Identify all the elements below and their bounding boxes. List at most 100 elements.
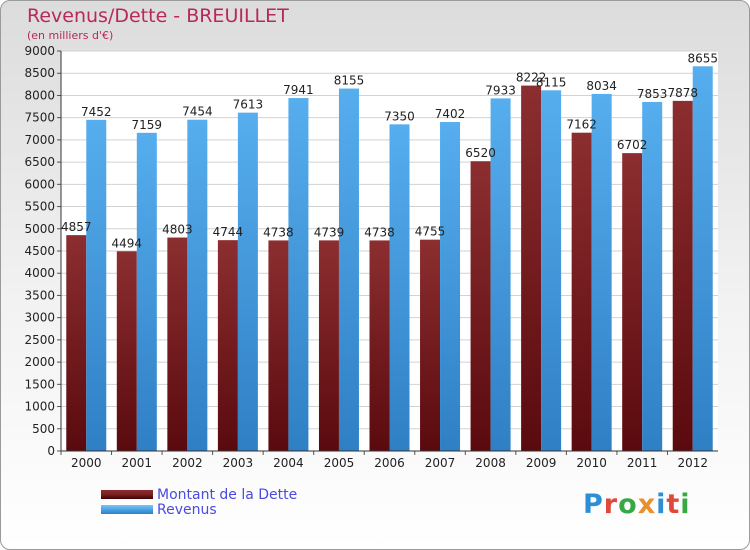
x-tick-label: 2012 (677, 456, 708, 470)
data-label-dette: 4744 (213, 225, 244, 239)
bar-dette (217, 240, 238, 451)
bar-dette (167, 237, 188, 451)
x-tick-label: 2003 (223, 456, 254, 470)
y-tick-label: 9000 (24, 44, 55, 58)
data-label-revenus: 8034 (586, 79, 617, 93)
bar-dette (268, 240, 289, 451)
bar-dette (571, 132, 592, 451)
legend-item-revenus: Revenus (101, 501, 297, 518)
bar-dette (116, 251, 137, 451)
x-tick-label: 2002 (172, 456, 203, 470)
legend-swatch-dette (101, 490, 153, 499)
bar-dette (318, 240, 339, 451)
x-tick-label: 2004 (273, 456, 304, 470)
legend-label-dette: Montant de la Dette (157, 486, 298, 503)
legend-item-dette: Montant de la Dette (101, 486, 298, 503)
chart-title: Revenus/Dette - BREUILLET (27, 5, 289, 27)
bar-revenus (490, 98, 511, 451)
logo-letter: o (618, 489, 638, 520)
data-label-revenus: 7402 (435, 107, 466, 121)
y-tick-label: 5000 (24, 222, 55, 236)
bar-revenus (187, 119, 208, 451)
data-label-revenus: 7613 (233, 98, 264, 112)
x-tick-label: 2010 (576, 456, 607, 470)
y-tick-label: 6500 (24, 155, 55, 169)
y-tick-label: 5500 (24, 200, 55, 214)
y-tick-label: 2500 (24, 333, 55, 347)
bar-dette (420, 239, 441, 451)
data-label-dette: 4755 (415, 225, 446, 239)
y-tick-label: 7500 (24, 111, 55, 125)
bar-revenus (237, 112, 258, 452)
data-label-dette: 6702 (617, 138, 648, 152)
data-label-revenus: 8655 (687, 51, 718, 65)
data-label-revenus: 7350 (384, 109, 415, 123)
data-label-revenus: 7159 (132, 118, 163, 132)
data-label-revenus: 7452 (81, 105, 112, 119)
y-tick-label: 1000 (24, 400, 55, 414)
data-label-revenus: 7853 (637, 87, 668, 101)
x-tick-label: 2005 (324, 456, 355, 470)
y-tick-label: 3500 (24, 288, 55, 302)
bar-revenus (541, 90, 562, 451)
bar-revenus (692, 66, 713, 451)
bar-revenus (136, 132, 157, 452)
bar-revenus (86, 119, 107, 452)
chart-subtitle: (en milliers d'€) (27, 29, 114, 42)
data-label-revenus: 7933 (485, 83, 516, 97)
data-label-revenus: 7941 (283, 83, 314, 97)
x-tick-label: 2008 (475, 456, 506, 470)
data-label-dette: 4739 (314, 225, 345, 239)
bar-dette (369, 240, 390, 451)
data-label-dette: 4857 (61, 220, 92, 234)
data-label-revenus: 8115 (536, 75, 567, 89)
bar-dette (672, 100, 693, 451)
y-tick-label: 3000 (24, 311, 55, 325)
bar-revenus (389, 124, 410, 451)
data-label-revenus: 8155 (334, 74, 365, 88)
bar-revenus (338, 88, 359, 452)
data-label-dette: 7162 (566, 118, 597, 132)
logo-letter: x (637, 489, 657, 520)
logo-letter: r (603, 489, 619, 520)
data-label-dette: 7878 (667, 86, 698, 100)
x-tick-label: 2011 (627, 456, 658, 470)
x-tick-label: 2006 (374, 456, 405, 470)
y-tick-label: 7000 (24, 133, 55, 147)
y-tick-label: 8000 (24, 88, 55, 102)
y-tick-label: 500 (32, 422, 55, 436)
logo-letter: t (666, 489, 681, 520)
bar-revenus (591, 93, 612, 451)
data-label-dette: 4738 (364, 225, 395, 239)
data-label-dette: 4803 (162, 223, 193, 237)
y-tick-label: 4500 (24, 244, 55, 258)
data-label-dette: 4494 (112, 236, 143, 250)
bar-dette (521, 85, 542, 452)
legend-swatch-revenus (101, 505, 153, 514)
x-tick-label: 2000 (71, 456, 102, 470)
chart-legend: Montant de la Dette Revenus (101, 486, 298, 518)
data-label-dette: 6520 (465, 146, 496, 160)
logo-letter: i (656, 489, 667, 520)
y-tick-label: 8500 (24, 66, 55, 80)
bar-revenus (440, 122, 461, 452)
x-tick-label: 2007 (425, 456, 456, 470)
y-tick-label: 0 (47, 444, 55, 458)
y-tick-label: 6000 (24, 177, 55, 191)
legend-label-revenus: Revenus (157, 501, 217, 518)
x-tick-label: 2009 (526, 456, 557, 470)
logo-letter: i (680, 489, 691, 520)
bar-dette (622, 153, 643, 451)
bar-revenus (642, 101, 663, 451)
y-tick-label: 4000 (24, 266, 55, 280)
data-label-dette: 4738 (263, 225, 294, 239)
data-label-dette: 8222 (516, 71, 547, 85)
data-label-revenus: 7454 (182, 105, 213, 119)
y-tick-label: 2000 (24, 355, 55, 369)
bar-dette (66, 235, 87, 451)
y-tick-label: 1500 (24, 377, 55, 391)
proxiti-logo: Proxiti (583, 489, 691, 520)
x-tick-label: 2001 (122, 456, 153, 470)
